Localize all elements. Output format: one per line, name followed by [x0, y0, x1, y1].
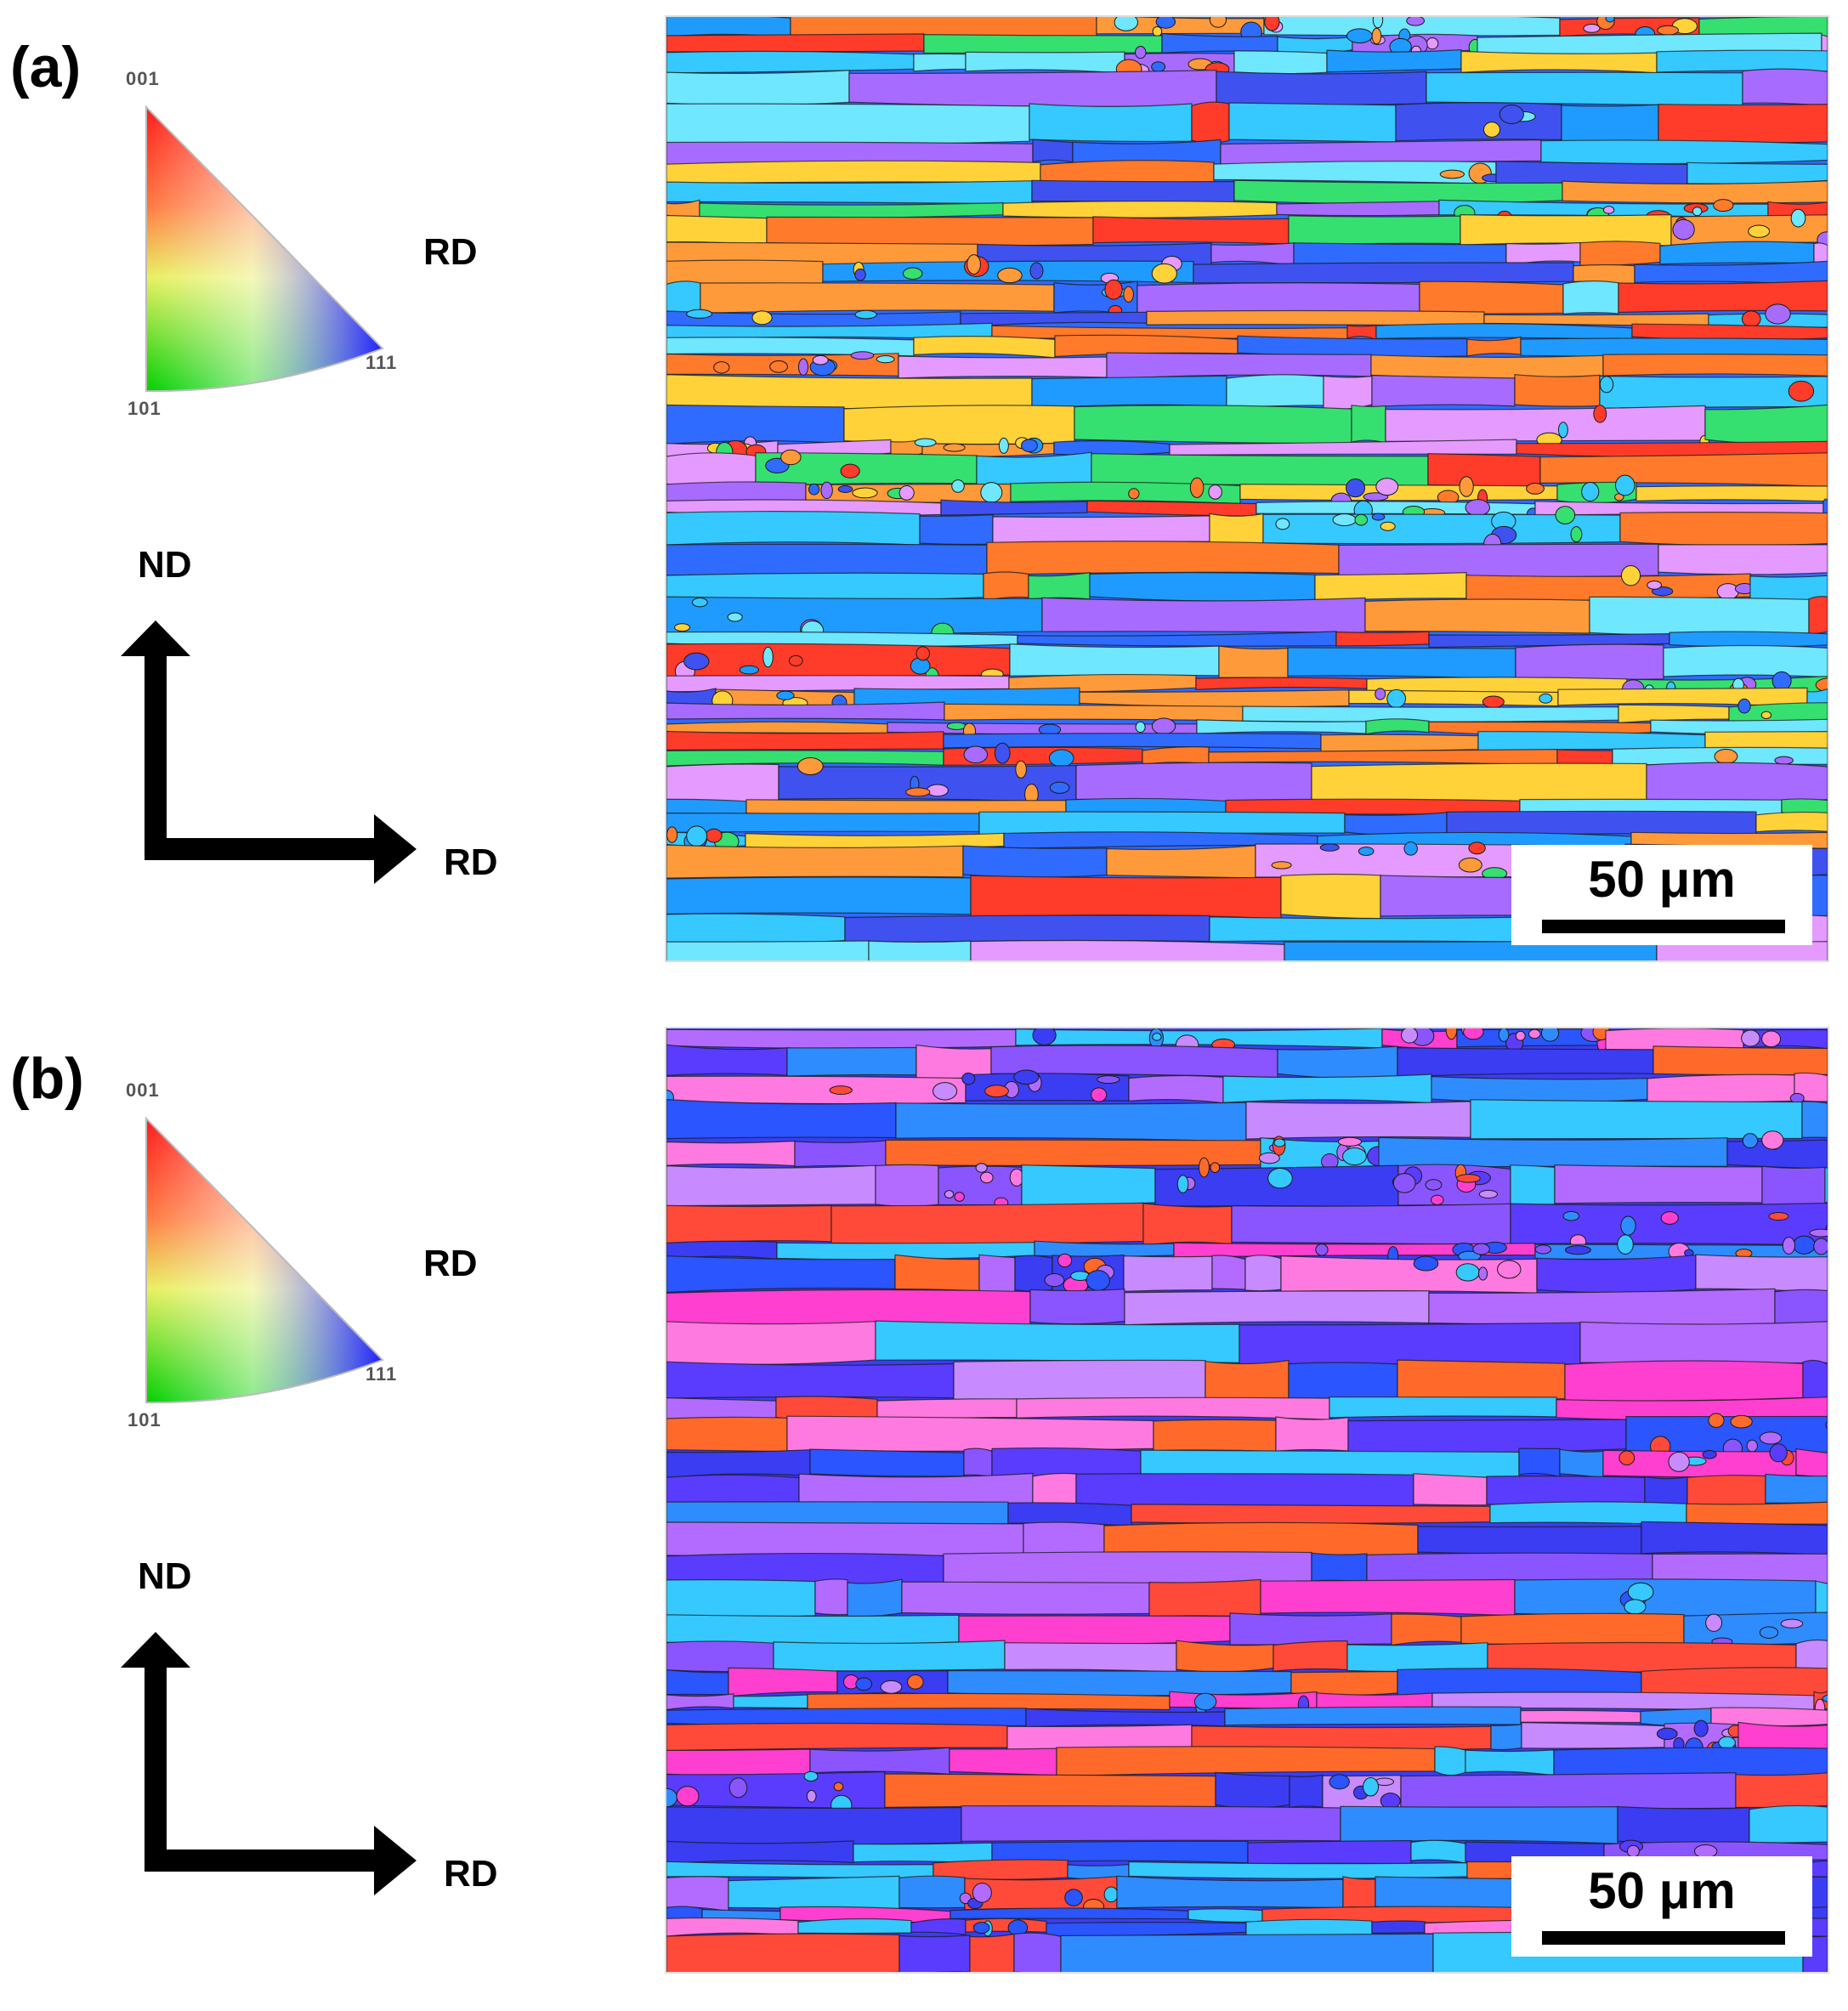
axis-label-nd: ND: [138, 544, 192, 586]
rd-arrow-icon: [145, 814, 417, 884]
ebsd-orientation-map: [666, 1028, 1828, 1972]
axis-label-nd: ND: [138, 1555, 192, 1597]
nd-arrow-icon: [121, 1632, 190, 1870]
ebsd-orientation-map: [666, 17, 1828, 960]
ipf-vertex-111: 111: [366, 1363, 398, 1385]
scale-bar-line: [1542, 920, 1785, 933]
axes-arrows: [121, 1632, 417, 1895]
sample-axes: ND RD: [119, 1555, 527, 1912]
axis-label-rd: RD: [444, 1853, 498, 1895]
sample-axes: ND RD: [119, 544, 527, 901]
scale-bar: 50 μm: [1511, 1856, 1812, 1957]
ebsd-map: 50 μm: [665, 15, 1829, 962]
panel-a: (a) 001 111 101 RD ND: [0, 0, 1848, 1000]
ipf-vertex-001: 001: [126, 1079, 160, 1101]
ipf-color-key: 001 111 101 RD: [119, 1079, 478, 1430]
panel-label: (b): [10, 1046, 84, 1111]
nd-arrow-icon: [121, 620, 190, 858]
ipf-vertex-111: 111: [366, 352, 398, 373]
scale-bar-label: 50 μm: [1588, 1862, 1736, 1919]
ipf-direction-label: RD: [423, 1243, 478, 1284]
rd-arrow-icon: [145, 1826, 417, 1895]
scale-bar-line: [1542, 1931, 1785, 1945]
ipf-vertex-101: 101: [128, 1409, 162, 1430]
ipf-vertex-001: 001: [126, 68, 160, 89]
axis-label-rd: RD: [444, 841, 498, 883]
ipf-direction-label: RD: [423, 231, 478, 273]
axes-arrows: [121, 620, 417, 884]
scale-bar: 50 μm: [1511, 845, 1812, 945]
panel-label: (a): [10, 35, 82, 99]
ipf-color-key: 001 111 101 RD: [119, 68, 478, 419]
ebsd-map: 50 μm: [665, 1027, 1829, 1974]
ipf-triangle: [145, 1116, 384, 1404]
panel-b: (b) 001 111 101 RD ND RD 50 μm: [0, 1011, 1848, 2011]
scale-bar-label: 50 μm: [1588, 851, 1736, 908]
ipf-triangle: [145, 105, 384, 393]
ipf-vertex-101: 101: [128, 398, 162, 419]
